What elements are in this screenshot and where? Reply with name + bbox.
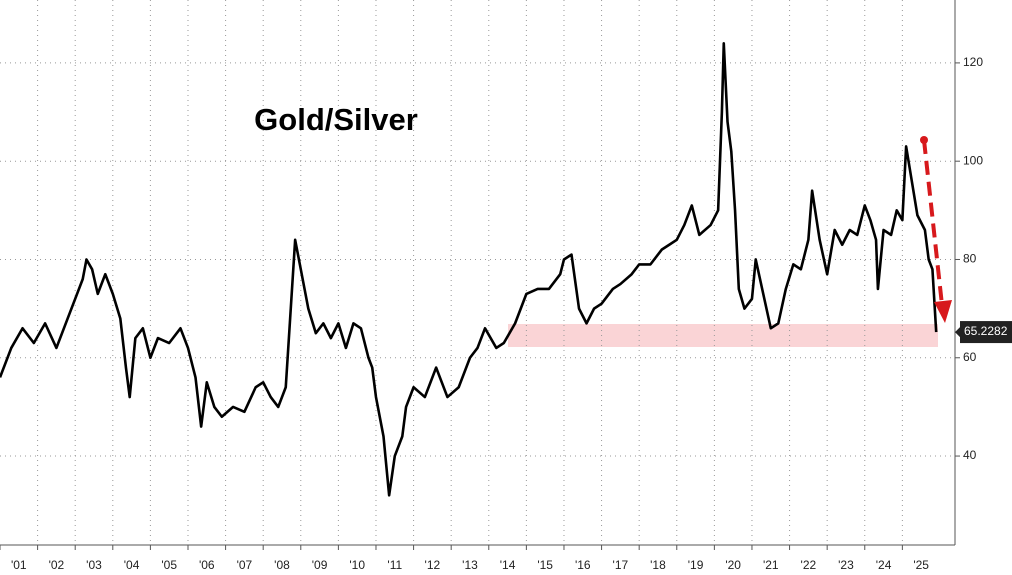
x-tick-label: '22: [801, 558, 817, 572]
last-value-box: [960, 321, 1012, 344]
chart-title: Gold/Silver: [254, 102, 418, 137]
grid: [0, 0, 955, 545]
support-band: [508, 324, 938, 347]
plot: [0, 41, 938, 497]
arrow-shaft: [922, 139, 944, 306]
x-tick-label: '02: [49, 558, 65, 572]
x-tick-label: '14: [500, 558, 516, 572]
y-tick-label: 40: [963, 448, 977, 462]
arrow-head: [934, 300, 952, 323]
trend-arrow: [920, 136, 952, 323]
x-tick-label: '23: [838, 558, 854, 572]
last-value-pointer: [955, 327, 960, 338]
x-tick-label: '12: [425, 558, 441, 572]
x-tick-label: '17: [613, 558, 629, 572]
x-tick-label: '08: [274, 558, 290, 572]
x-tick-label: '10: [349, 558, 365, 572]
x-tick-label: '16: [575, 558, 591, 572]
y-tick-label: 120: [963, 55, 983, 69]
y-tick-label: 80: [963, 252, 977, 266]
x-tick-label: '21: [763, 558, 779, 572]
x-tick-label: '04: [124, 558, 140, 572]
x-tick-label: '05: [161, 558, 177, 572]
x-tick-label: '03: [86, 558, 102, 572]
last-value-label: 65.2282: [964, 324, 1008, 338]
x-tick-label: '15: [537, 558, 553, 572]
series-line: [0, 41, 938, 497]
x-tick-label: '18: [650, 558, 666, 572]
x-tick-label: '11: [387, 558, 402, 572]
x-tick-label: '01: [11, 558, 27, 572]
x-tick-label: '07: [237, 558, 253, 572]
x-tick-label: '24: [876, 558, 892, 572]
x-tick-label: '25: [913, 558, 929, 572]
x-tick-label: '06: [199, 558, 215, 572]
x-tick-label: '13: [462, 558, 478, 572]
x-tick-label: '09: [312, 558, 328, 572]
x-tick-label: '20: [725, 558, 741, 572]
y-tick-label: 100: [963, 153, 983, 167]
y-tick-label: 60: [963, 350, 977, 364]
x-tick-label: '19: [688, 558, 704, 572]
